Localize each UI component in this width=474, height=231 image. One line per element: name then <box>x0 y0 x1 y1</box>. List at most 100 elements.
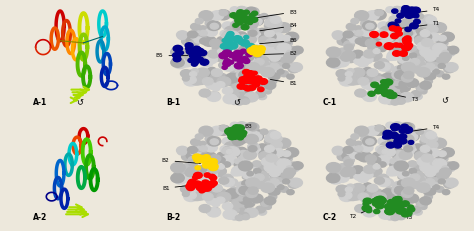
Circle shape <box>429 136 438 142</box>
Circle shape <box>269 179 279 186</box>
Circle shape <box>182 164 192 170</box>
Circle shape <box>261 183 274 192</box>
Circle shape <box>404 124 411 129</box>
Circle shape <box>269 79 277 84</box>
Circle shape <box>373 37 382 43</box>
Circle shape <box>202 15 211 21</box>
Circle shape <box>392 6 401 13</box>
Circle shape <box>209 164 218 171</box>
Circle shape <box>382 179 393 187</box>
Circle shape <box>216 82 225 88</box>
Circle shape <box>433 43 447 53</box>
Circle shape <box>199 11 213 21</box>
Circle shape <box>194 37 203 43</box>
Circle shape <box>231 54 240 61</box>
Circle shape <box>257 59 264 64</box>
Circle shape <box>438 166 448 173</box>
Circle shape <box>406 194 419 203</box>
Circle shape <box>199 50 207 56</box>
Circle shape <box>250 194 263 203</box>
Circle shape <box>438 50 448 58</box>
Circle shape <box>342 167 356 176</box>
Circle shape <box>273 167 281 172</box>
Circle shape <box>361 79 376 89</box>
Circle shape <box>225 47 231 51</box>
Circle shape <box>415 151 424 157</box>
Circle shape <box>377 147 388 154</box>
Circle shape <box>401 12 406 15</box>
Circle shape <box>438 151 446 157</box>
Circle shape <box>358 152 372 162</box>
Circle shape <box>379 30 391 39</box>
Circle shape <box>384 204 393 210</box>
Circle shape <box>365 92 375 99</box>
Circle shape <box>399 195 410 204</box>
Circle shape <box>393 154 402 160</box>
Circle shape <box>238 208 246 213</box>
Circle shape <box>195 159 201 163</box>
Circle shape <box>194 47 201 51</box>
Circle shape <box>428 179 436 184</box>
Circle shape <box>373 77 386 86</box>
Circle shape <box>381 73 395 83</box>
Circle shape <box>264 30 274 37</box>
Circle shape <box>259 151 268 157</box>
Circle shape <box>236 215 243 221</box>
Circle shape <box>394 73 405 80</box>
Circle shape <box>422 130 435 139</box>
Circle shape <box>266 39 277 46</box>
Circle shape <box>243 195 255 204</box>
Circle shape <box>287 47 299 55</box>
Circle shape <box>233 36 240 41</box>
Circle shape <box>229 30 240 38</box>
Circle shape <box>204 185 213 191</box>
Circle shape <box>358 78 369 85</box>
Circle shape <box>255 58 263 64</box>
Circle shape <box>385 187 393 193</box>
Circle shape <box>287 74 294 79</box>
Circle shape <box>405 68 413 73</box>
Circle shape <box>350 152 358 158</box>
Circle shape <box>331 166 343 174</box>
Circle shape <box>352 149 362 155</box>
Circle shape <box>335 57 349 67</box>
Circle shape <box>391 215 399 221</box>
Circle shape <box>267 65 280 74</box>
Circle shape <box>199 30 207 36</box>
Circle shape <box>366 79 379 87</box>
Circle shape <box>377 40 392 50</box>
Circle shape <box>239 195 253 204</box>
Circle shape <box>190 72 197 76</box>
Circle shape <box>202 175 213 182</box>
Circle shape <box>375 196 385 203</box>
Circle shape <box>421 154 433 162</box>
Circle shape <box>419 62 425 66</box>
Circle shape <box>377 32 388 39</box>
Circle shape <box>287 170 295 175</box>
Circle shape <box>229 72 238 78</box>
Circle shape <box>405 27 411 32</box>
Circle shape <box>346 23 356 30</box>
Circle shape <box>408 45 417 51</box>
Circle shape <box>445 63 458 72</box>
Circle shape <box>246 35 257 42</box>
Circle shape <box>212 161 219 166</box>
Circle shape <box>401 74 413 82</box>
Circle shape <box>283 155 292 162</box>
Circle shape <box>358 130 367 137</box>
Circle shape <box>219 125 228 131</box>
Circle shape <box>391 33 399 39</box>
Circle shape <box>243 70 250 75</box>
Circle shape <box>343 146 353 153</box>
Circle shape <box>442 190 450 195</box>
Circle shape <box>220 30 230 37</box>
Circle shape <box>222 59 233 66</box>
Circle shape <box>360 185 369 191</box>
Circle shape <box>424 190 431 195</box>
Circle shape <box>264 139 273 144</box>
Circle shape <box>393 43 399 47</box>
Circle shape <box>331 50 343 59</box>
Circle shape <box>350 37 358 43</box>
Circle shape <box>433 69 440 74</box>
Circle shape <box>345 170 357 178</box>
